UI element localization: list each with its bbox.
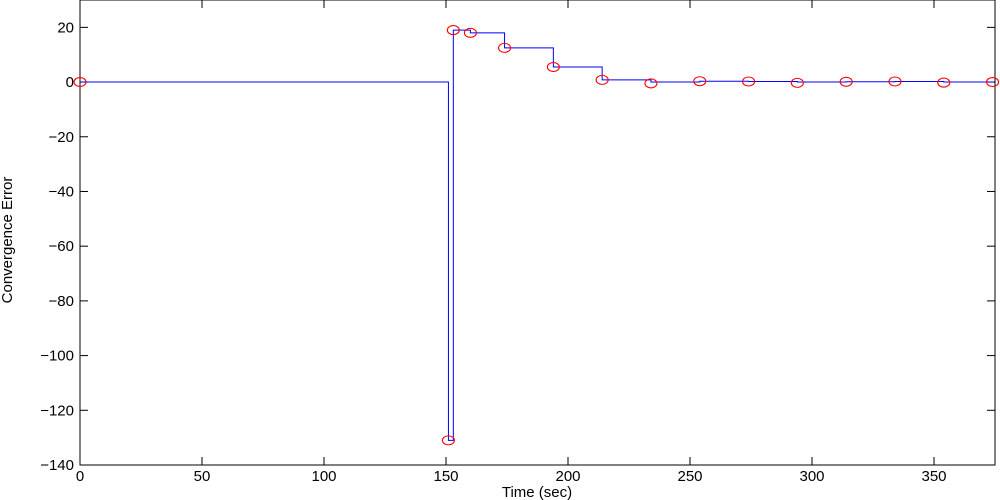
x-tick-label: 100	[311, 468, 336, 485]
data-point-marker	[498, 42, 512, 53]
y-tick-label: −80	[49, 293, 74, 310]
ticks-layer: 0 50 100 150 200 250 300 350200−20−40−60−80−100…	[40, 0, 995, 485]
data-point-marker	[986, 77, 1000, 88]
data-point-marker	[595, 74, 609, 85]
data-point-marker	[742, 76, 756, 87]
data-point-marker	[790, 77, 804, 88]
x-tick-label: 200	[555, 468, 580, 485]
x-tick-label: 300	[799, 468, 824, 485]
x-axis-title: Time (sec)	[502, 484, 572, 500]
data-point-marker	[693, 76, 707, 87]
data-layer	[73, 25, 1000, 446]
plot-frame	[79, 0, 996, 466]
x-tick-label: 50	[194, 468, 211, 485]
y-tick-label: −120	[40, 402, 74, 419]
data-point-marker	[441, 435, 455, 446]
x-tick-label: 350	[921, 468, 946, 485]
y-tick-label: −100	[40, 348, 74, 365]
y-axis-title: Convergence Error	[0, 177, 16, 304]
data-point-marker	[73, 77, 87, 88]
y-tick-label: −40	[49, 183, 74, 200]
data-point-marker	[937, 77, 951, 88]
y-tick-label: −140	[40, 457, 74, 474]
y-tick-label: 0	[66, 74, 74, 91]
y-tick-label: −60	[49, 238, 74, 255]
x-tick-label: 0	[76, 468, 84, 485]
data-point-marker	[546, 61, 560, 73]
y-tick-label: 20	[57, 19, 74, 36]
x-tick-label: 250	[677, 468, 702, 485]
data-point-marker	[446, 25, 460, 36]
y-tick-label: −20	[49, 129, 74, 146]
data-point-marker	[839, 76, 853, 87]
series-step-line	[80, 29, 994, 441]
data-point-marker	[888, 76, 902, 87]
data-point-marker	[463, 27, 477, 38]
x-tick-label: 150	[433, 468, 458, 485]
data-point-marker	[644, 78, 658, 89]
